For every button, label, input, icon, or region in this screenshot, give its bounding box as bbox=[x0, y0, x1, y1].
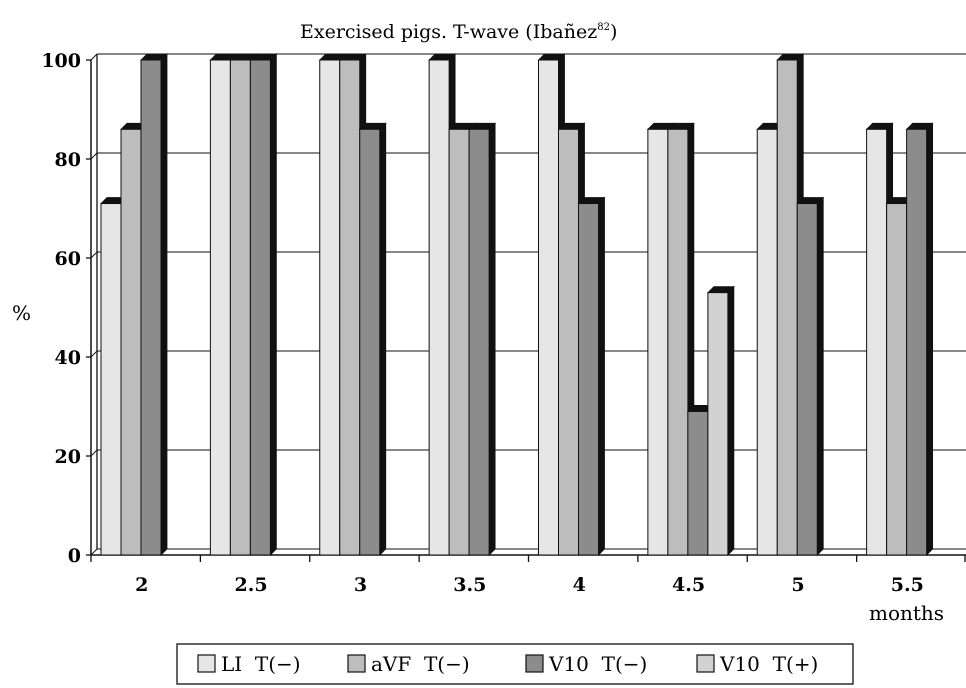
y-tick-label: 20 bbox=[55, 446, 81, 468]
legend-label: LI T(−) bbox=[221, 652, 301, 676]
gridline-depth bbox=[90, 251, 98, 259]
x-tick-label: 4.5 bbox=[672, 574, 705, 596]
x-tick-label: 3 bbox=[354, 574, 367, 596]
x-tick-label: 4 bbox=[573, 574, 586, 596]
y-tick-label: 0 bbox=[68, 545, 81, 567]
bar bbox=[706, 285, 735, 556]
legend-item: V10 T(−) bbox=[525, 652, 647, 676]
x-axis-label: months bbox=[869, 601, 944, 625]
legend-swatch bbox=[525, 654, 544, 673]
x-tick-label: 2 bbox=[135, 574, 148, 596]
bar bbox=[140, 53, 168, 556]
legend-label: aVF T(−) bbox=[371, 652, 470, 676]
legend-swatch bbox=[696, 654, 715, 673]
legend-label: V10 T(−) bbox=[548, 652, 647, 676]
legend-label: V10 T(+) bbox=[719, 652, 818, 676]
bar bbox=[358, 122, 387, 556]
legend-item: V10 T(+) bbox=[696, 652, 818, 676]
x-tick-label: 5 bbox=[791, 574, 804, 596]
bar bbox=[905, 122, 934, 556]
y-axis-label: % bbox=[12, 301, 31, 325]
y-tick-labels: 0 20 40 60 80 100 bbox=[41, 50, 81, 567]
legend-box bbox=[176, 643, 854, 685]
legend-item: LI T(−) bbox=[197, 652, 301, 676]
gridline-depth bbox=[90, 152, 98, 160]
x-tick-label: 3.5 bbox=[453, 574, 486, 596]
bar bbox=[796, 196, 825, 556]
legend-swatch bbox=[347, 654, 366, 673]
bars bbox=[100, 53, 934, 556]
gridline-depth bbox=[90, 53, 98, 61]
legend-swatch bbox=[197, 654, 216, 673]
bar bbox=[577, 196, 606, 556]
x-tick-label: 5.5 bbox=[891, 574, 924, 596]
x-tick-label: 2.5 bbox=[235, 574, 268, 596]
legend: LI T(−) aVF T(−) V10 T(−) V10 T(+) bbox=[176, 643, 854, 685]
chart-title: Exercised pigs. T-wave (Ibañez82) bbox=[300, 21, 617, 43]
gridline-depth bbox=[90, 449, 98, 457]
y-tick-label: 80 bbox=[55, 149, 81, 171]
bar bbox=[249, 53, 278, 556]
y-tick-label: 100 bbox=[41, 50, 81, 72]
y-tick-label: 40 bbox=[55, 347, 81, 369]
x-tick-labels: 2 2.5 3 3.5 4 4.5 5 5.5 bbox=[135, 574, 924, 596]
gridline-depth bbox=[90, 548, 98, 556]
y-tick-label: 60 bbox=[55, 248, 81, 270]
legend-item: aVF T(−) bbox=[347, 652, 470, 676]
title-superscript: 82 bbox=[597, 22, 610, 33]
bar bbox=[468, 122, 497, 556]
gridline-depth bbox=[90, 350, 98, 358]
